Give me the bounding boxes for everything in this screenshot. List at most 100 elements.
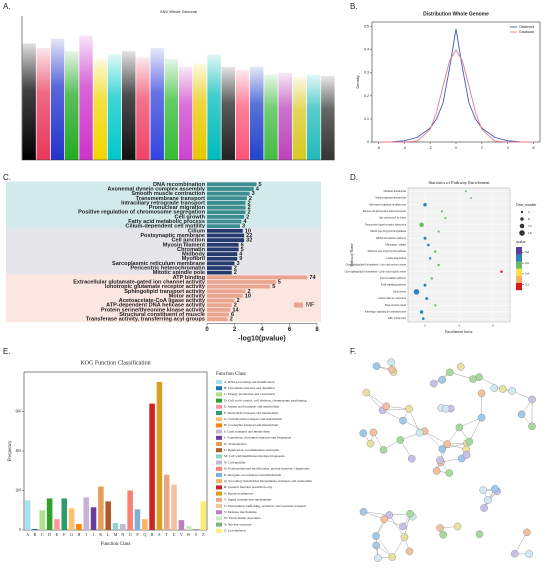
x-tick-label: B (34, 532, 37, 537)
category-label: Transferase activity, transferring acyl … (86, 317, 205, 323)
bar (46, 498, 53, 530)
manhattan-column (150, 48, 164, 160)
legend-label: R: General function prediction only (224, 485, 273, 489)
legend-label: C: Energy production and conversion (224, 392, 275, 396)
manhattan-column (50, 38, 65, 160)
legend-label: I: Lipid transport and metabolism (224, 429, 270, 433)
chart-title: SNV Whole Genome (160, 9, 198, 14)
panel-label: F. (350, 347, 356, 356)
network-node (528, 422, 536, 431)
network-node (385, 511, 394, 519)
bar (178, 520, 185, 530)
bar (207, 201, 246, 205)
network (359, 358, 536, 562)
x-axis-label: Function Class (101, 542, 131, 547)
network-node (525, 550, 533, 558)
bubble (430, 277, 434, 280)
x-tick-label: Q (143, 532, 146, 537)
network-node (491, 485, 499, 493)
legend-swatch (216, 522, 222, 527)
bar (112, 523, 119, 530)
color-scale-label: 0.2 (525, 282, 529, 286)
count-label: 5 (272, 284, 275, 290)
network-node (462, 451, 471, 459)
count-label: 4 (256, 186, 260, 192)
count-label: 10 (245, 293, 251, 299)
network-edge (478, 377, 503, 390)
category-label: Axonemal dynein complex assembly (107, 186, 206, 192)
category-label: Ionotropic glutamate receptor activity (105, 284, 206, 290)
count-label: 2 (246, 214, 249, 220)
bar (76, 524, 82, 530)
manhattan-column (193, 63, 207, 160)
bubble (423, 203, 427, 207)
network-node (508, 387, 516, 395)
network-edge (389, 514, 405, 538)
network-edge (392, 536, 405, 558)
bar (105, 501, 111, 530)
legend-swatch (216, 392, 222, 397)
bubble (437, 263, 440, 267)
network-edge (514, 532, 528, 554)
manhattan-column (321, 76, 335, 160)
bubble (437, 230, 440, 233)
panel-label: E. (3, 347, 11, 356)
category-label: Adrenergic signaling in cardiomyocytes (364, 311, 406, 314)
bubble (469, 197, 472, 200)
x-tick-label: 2 (481, 146, 483, 150)
network-edge (382, 410, 404, 421)
x-tick-label: 0 (205, 327, 209, 333)
network-node (405, 547, 414, 556)
y-axis-label: Density (355, 75, 360, 88)
bar (134, 509, 141, 530)
bar (24, 500, 31, 530)
bar (171, 484, 177, 530)
x-tick-label: O (129, 532, 132, 537)
category-label: Mitotic spindle pole (153, 270, 205, 276)
color-scale-segment (516, 282, 522, 291)
manhattan-column (136, 57, 150, 161)
manhattan-column (79, 35, 93, 160)
count-label: 10 (245, 228, 251, 234)
bar (207, 242, 239, 247)
x-tick-label: 2 (233, 327, 237, 333)
bar (32, 529, 38, 530)
density-line (378, 49, 534, 143)
legend-swatch (216, 460, 222, 465)
legend-label: A: RNA processing and modification (224, 380, 275, 384)
bar (207, 191, 250, 196)
legend-title: qvalue (516, 240, 526, 244)
color-scale-segment (516, 261, 522, 269)
bar (207, 214, 245, 219)
legend-label: F: Nucleotide transport and metabolism (224, 411, 278, 415)
x-tick-label: -4 (403, 146, 406, 150)
network-node (359, 429, 367, 437)
x-tick-label: A (26, 532, 29, 537)
category-label: Structural constituent of muscle (119, 312, 205, 318)
network-node (399, 522, 407, 531)
group-background (6, 228, 321, 276)
bar (185, 526, 192, 530)
legend-label: T: Signal transduction mechanisms (224, 498, 272, 502)
network-node (372, 541, 380, 550)
manhattan-column (64, 51, 79, 160)
legend-label: H: Coenzyme transport and metabolism (224, 423, 278, 427)
bar (83, 497, 90, 530)
x-tick-label: Z (202, 532, 205, 537)
network-node (372, 532, 380, 540)
legend-swatch (216, 473, 222, 477)
bar (207, 219, 242, 224)
bubble (444, 217, 447, 220)
count-label: 2 (249, 196, 252, 202)
count-label: 2 (230, 317, 233, 323)
count-label: 6 (231, 312, 234, 318)
x-axis-label: Enrichment factor (445, 330, 473, 334)
bar (207, 280, 276, 284)
x-tick-label: H (77, 532, 80, 537)
legend-label: Y: Nuclear structure (224, 522, 252, 526)
legend-label: D: Cell cycle control, cell division, ch… (224, 398, 307, 403)
legend-label: MF (306, 303, 315, 309)
category-label: Cilium (188, 228, 205, 234)
network-edge (375, 535, 393, 558)
bar (193, 529, 199, 530)
